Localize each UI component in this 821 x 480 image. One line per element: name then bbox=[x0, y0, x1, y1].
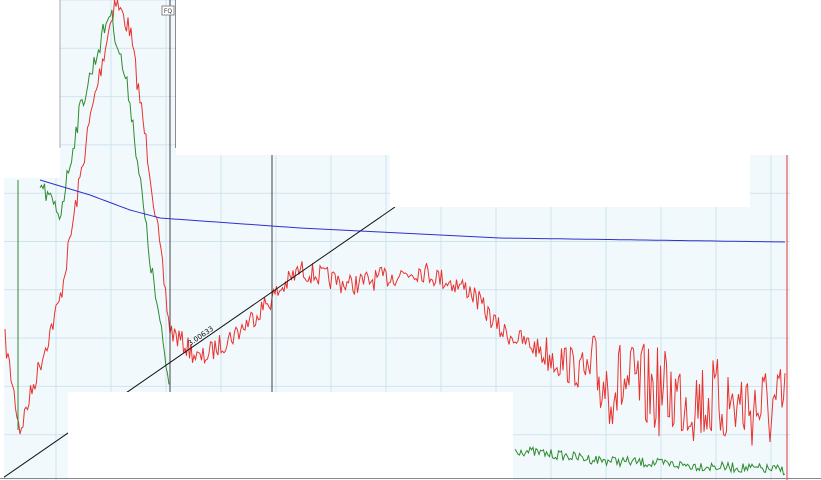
fq-button-label: FQ bbox=[164, 8, 172, 15]
green-spectrum bbox=[39, 9, 170, 385]
fq-button[interactable] bbox=[161, 5, 175, 16]
red-spectrum bbox=[4, 0, 786, 446]
fit-line bbox=[0, 206, 396, 480]
green-spectrum bbox=[514, 446, 786, 476]
blue-curve bbox=[39, 179, 786, 243]
curves bbox=[4, 0, 788, 480]
